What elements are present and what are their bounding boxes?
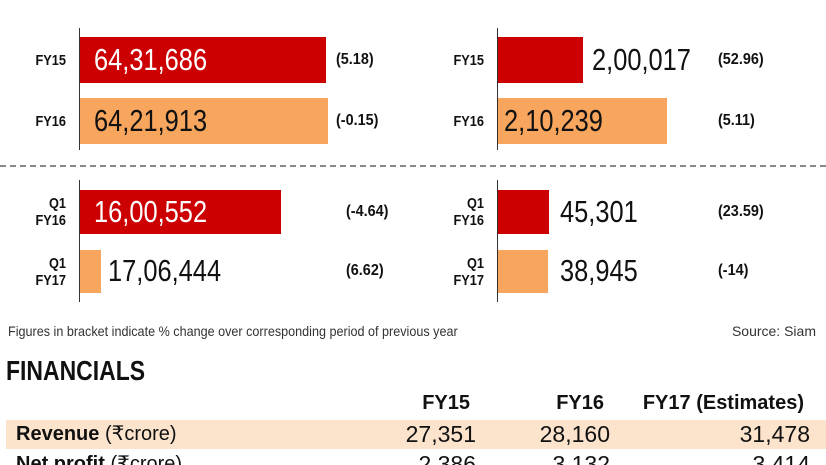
cell: 3,414 bbox=[752, 451, 810, 465]
cell: 31,478 bbox=[739, 421, 810, 447]
col-header: FY15 bbox=[422, 392, 470, 414]
cell: 3,132 bbox=[552, 451, 610, 465]
category-label: Q1 FY16 bbox=[35, 195, 66, 229]
bar-value: 64,21,913 bbox=[94, 103, 208, 138]
axis-line bbox=[79, 180, 80, 302]
row-label: Net profit (₹crore) bbox=[16, 453, 183, 465]
pct-change: (-0.15) bbox=[336, 112, 379, 129]
cell: 2,386 bbox=[418, 451, 476, 465]
pct-change: (52.96) bbox=[718, 51, 764, 68]
bar-value: 64,31,686 bbox=[94, 42, 208, 77]
financials-title: FINANCIALS bbox=[6, 355, 146, 386]
table-row: Revenue (₹crore) 27,351 28,160 31,478 bbox=[6, 420, 826, 449]
pct-change: (-4.64) bbox=[346, 203, 389, 220]
pct-change: (5.11) bbox=[718, 112, 755, 129]
category-label: Q1 FY17 bbox=[453, 255, 484, 289]
bar-value: 2,00,017 bbox=[592, 42, 691, 77]
axis-line bbox=[497, 180, 498, 302]
bar-q1-fy17 bbox=[498, 250, 548, 293]
category-label: FY16 bbox=[453, 113, 484, 130]
bar-fy16 bbox=[498, 98, 667, 144]
cell: 27,351 bbox=[405, 421, 476, 447]
cell: 28,160 bbox=[539, 421, 610, 447]
pct-change: (-14) bbox=[718, 262, 749, 279]
footnote: Figures in bracket indicate % change ove… bbox=[8, 323, 458, 339]
pct-change: (23.59) bbox=[718, 203, 764, 220]
bar-fy15 bbox=[80, 37, 326, 83]
bar-fy15 bbox=[498, 37, 583, 83]
axis-line bbox=[79, 28, 80, 150]
bar-q1-fy16 bbox=[80, 190, 281, 234]
category-label: FY16 bbox=[35, 113, 66, 130]
divider bbox=[0, 165, 826, 167]
category-label: FY15 bbox=[35, 52, 66, 69]
bar-value: 17,06,444 bbox=[108, 253, 222, 288]
category-label: Q1 FY16 bbox=[453, 195, 484, 229]
axis-line bbox=[497, 28, 498, 150]
bar-value: 38,945 bbox=[560, 253, 638, 288]
category-label: FY15 bbox=[453, 52, 484, 69]
row-label: Revenue (₹crore) bbox=[16, 423, 177, 445]
table-row: Net profit (₹crore) 2,386 3,132 3,414 bbox=[6, 450, 826, 465]
pct-change: (6.62) bbox=[346, 262, 384, 279]
bar-q1-fy16 bbox=[498, 190, 549, 234]
bar-value: 16,00,552 bbox=[94, 194, 208, 229]
bar-q1-fy17 bbox=[80, 250, 101, 293]
bar-value: 45,301 bbox=[560, 194, 638, 229]
source: Source: Siam bbox=[731, 323, 816, 339]
pct-change: (5.18) bbox=[336, 51, 374, 68]
category-label: Q1 FY17 bbox=[35, 255, 66, 289]
col-header: FY16 bbox=[556, 392, 604, 414]
bar-fy16 bbox=[80, 98, 328, 144]
bar-value: 2,10,239 bbox=[504, 103, 603, 138]
col-header: FY17 (Estimates) bbox=[642, 392, 804, 414]
